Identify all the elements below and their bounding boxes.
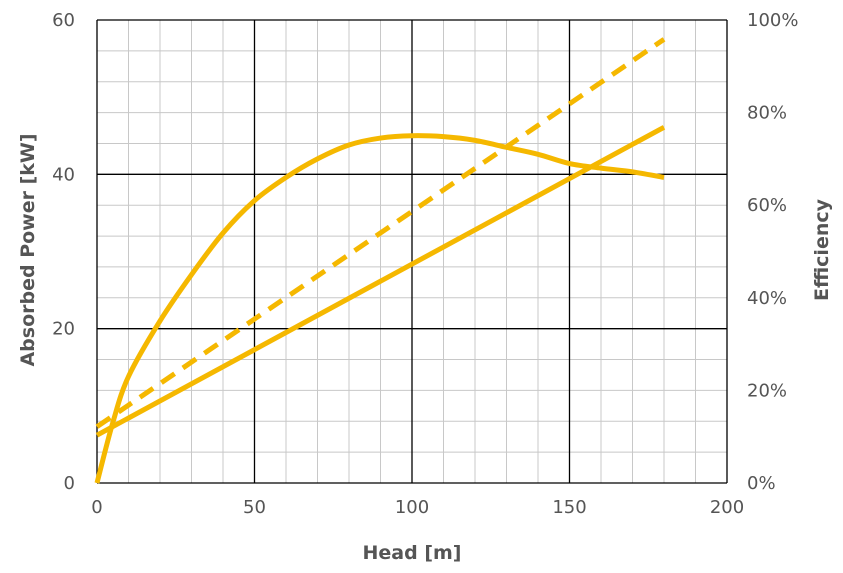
series-layer [94,37,666,484]
x-tick-label: 50 [243,497,266,518]
y2-tick-label: 0% [747,473,776,494]
y2-tick-label: 80% [747,103,787,124]
y2-tick-label: 20% [747,380,787,401]
series-line-1 [95,125,666,438]
y-tick-label: 0 [64,473,75,494]
major-gridlines [96,19,728,484]
x-tick-label: 100 [395,497,429,518]
x-tick-label: 150 [552,497,586,518]
y2-tick-label: 40% [747,288,787,309]
y-tick-label: 40 [52,164,75,185]
y2-axis-title: Efficiency [811,198,833,301]
y2-tick-label: 60% [747,195,787,216]
y2-tick-label: 100% [747,10,798,31]
y-tick-label: 20 [52,319,75,340]
series-line-2 [95,37,666,429]
x-axis-title: Head [m] [363,542,462,564]
y-axis-title: Absorbed Power [kW] [17,133,39,366]
tick-labels: 0 50 100 150 200 0 20 40 60 0% 20% 40% 60% 80% 100% [52,10,798,518]
series-line-3 [94,133,665,484]
x-tick-label: 0 [91,497,102,518]
y-tick-label: 60 [52,10,75,31]
x-tick-label: 200 [710,497,744,518]
